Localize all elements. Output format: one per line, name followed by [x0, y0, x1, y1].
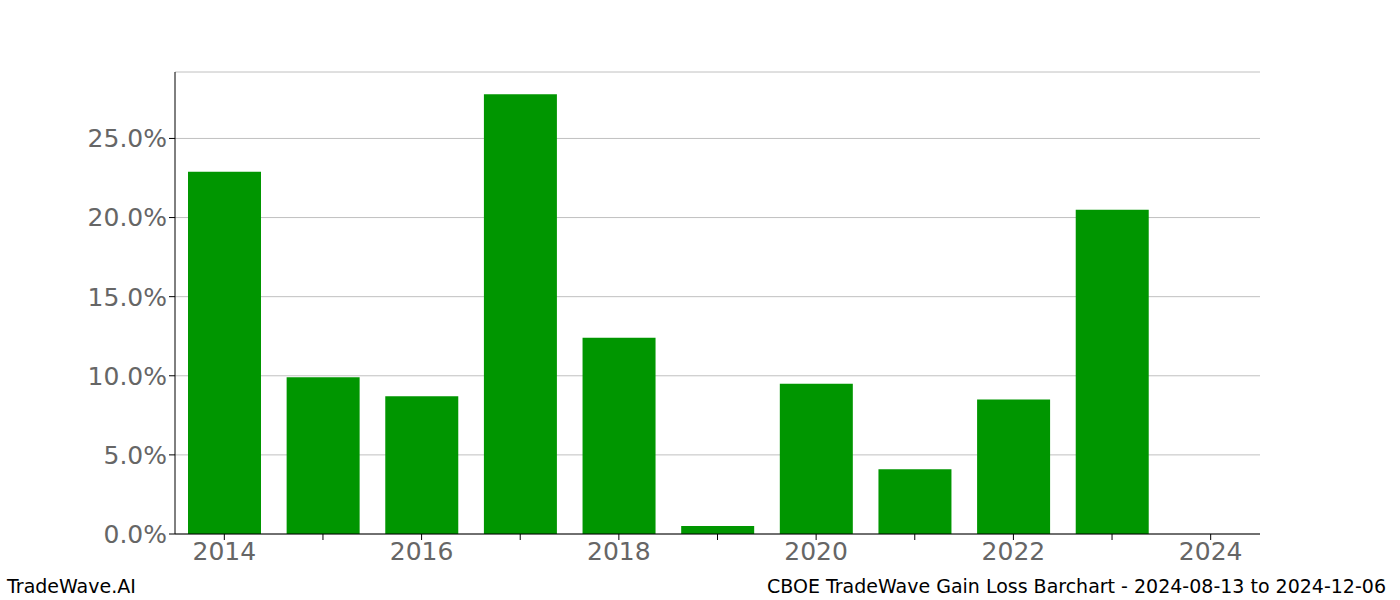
html-text:TradeWave.AI: TradeWave.AI — [7, 575, 136, 597]
svg-text:10.0%: 10.0% — [88, 362, 167, 391]
svg-text:2014: 2014 — [193, 537, 257, 566]
svg-text:25.0%: 25.0% — [88, 124, 167, 153]
svg-text:2018: 2018 — [587, 537, 651, 566]
svg-text:2024: 2024 — [1179, 537, 1243, 566]
svg-text:0.0%: 0.0% — [103, 520, 167, 549]
html-text:CBOE TradeWave Gain Loss Barch: CBOE TradeWave Gain Loss Barchart - 2024… — [767, 575, 1386, 597]
svg-text:2022: 2022 — [982, 537, 1046, 566]
svg-text:20.0%: 20.0% — [88, 203, 167, 232]
svg-text:5.0%: 5.0% — [103, 441, 167, 470]
svg-text:2016: 2016 — [390, 537, 454, 566]
svg-text:2020: 2020 — [784, 537, 848, 566]
svg-text:15.0%: 15.0% — [88, 283, 167, 312]
